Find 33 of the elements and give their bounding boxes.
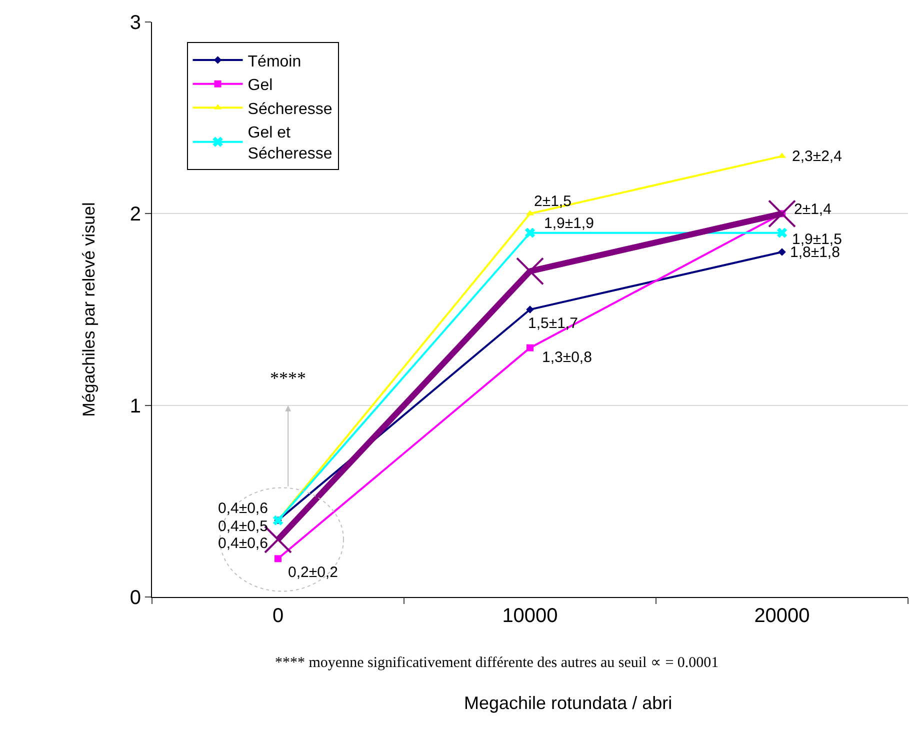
y-tick-label: 2 — [130, 204, 141, 226]
data-label: 2,3±2,4 — [792, 148, 842, 165]
x-tick-label: 0 — [272, 605, 284, 627]
data-label: 2±1,5 — [534, 193, 572, 210]
point — [274, 555, 282, 562]
annotation: **** — [270, 368, 306, 388]
data-label: 1,3±0,8 — [542, 349, 592, 366]
x-tick-label: 10000 — [502, 605, 558, 627]
legend-label: Sécheresse — [248, 100, 332, 118]
x-tick-label: 20000 — [754, 605, 810, 627]
data-label: 2±1,4 — [794, 201, 832, 218]
point — [516, 257, 544, 286]
point — [776, 228, 788, 238]
point — [526, 306, 534, 314]
point — [526, 344, 534, 352]
x-axis-title: Megachile rotundata / abri — [464, 693, 672, 713]
point — [778, 248, 786, 256]
data-label: 0,4±0,6 — [218, 535, 268, 552]
data-label: 0,4±0,6 — [218, 500, 268, 517]
y-tick-label: 1 — [130, 395, 141, 418]
data-label: 0,4±0,5 — [218, 518, 268, 535]
legend-label: Gel et Sécheresse — [248, 124, 332, 162]
y-axis-title: Mégachiles par relevé visuel — [79, 202, 98, 417]
legend-label: Gel — [248, 77, 273, 94]
point — [524, 228, 536, 238]
y-tick-label: 0 — [130, 587, 141, 609]
y-tick-label: 3 — [130, 12, 141, 34]
data-label: 1,9±1,5 — [792, 231, 842, 248]
text: **** moyenne significativement différente des autres au seuil ∝ = 0.0001 — [275, 655, 719, 671]
data-label: 1,9±1,9 — [544, 215, 594, 232]
legend-label: Témoin — [248, 53, 302, 70]
data-label: 1,5±1,7 — [528, 315, 578, 332]
data-label: 0,2±0,2 — [288, 564, 338, 581]
